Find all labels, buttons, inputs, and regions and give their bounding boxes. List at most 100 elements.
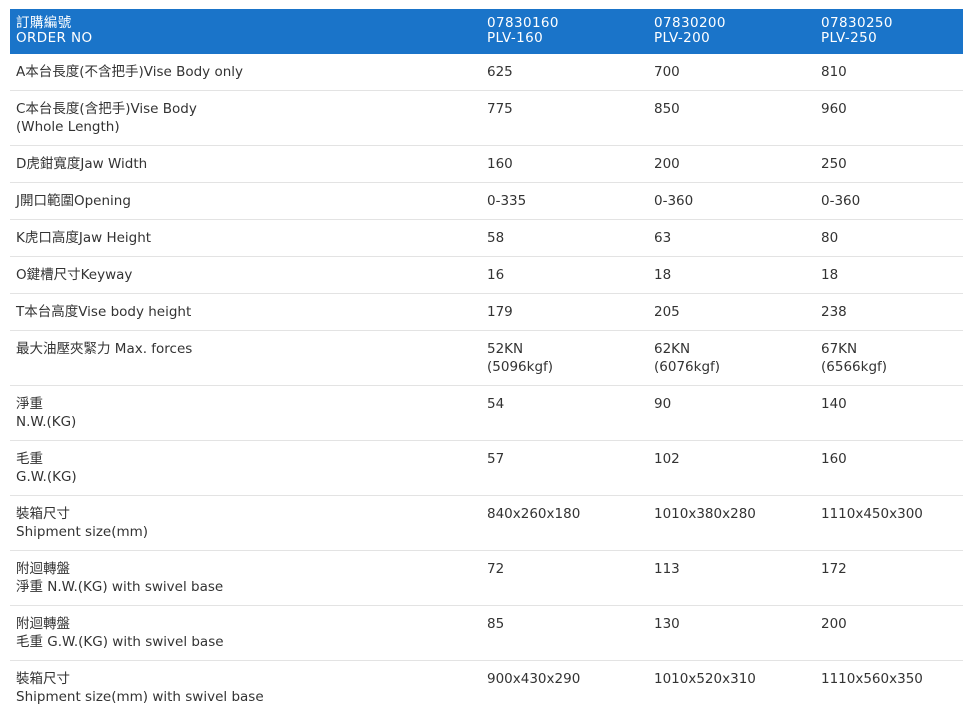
- model-header-plv-200: 07830200 PLV-200: [648, 9, 815, 54]
- spec-value-cell: 700: [648, 54, 815, 91]
- spec-value-cell: 179: [481, 294, 648, 331]
- spec-value: 90: [654, 395, 809, 413]
- spec-value: 700: [654, 63, 809, 81]
- table-row: K虎口高度Jaw Height 58 63 80: [10, 220, 963, 257]
- spec-value: 58: [487, 229, 642, 247]
- spec-label-cell: 最大油壓夾緊力 Max. forces: [10, 331, 481, 386]
- spec-label-cell: 附迴轉盤毛重 G.W.(KG) with swivel base: [10, 606, 481, 661]
- spec-label: 裝箱尺寸: [16, 505, 475, 523]
- spec-value: (6566kgf): [821, 358, 957, 376]
- order-no-label-zh: 訂購編號: [16, 16, 475, 31]
- spec-label: 毛重 G.W.(KG) with swivel base: [16, 633, 475, 651]
- model-name: PLV-160: [487, 31, 642, 46]
- spec-value: 840x260x180: [487, 505, 642, 523]
- table-row: 最大油壓夾緊力 Max. forces 52KN(5096kgf) 62KN(607…: [10, 331, 963, 386]
- table-row: D虎鉗寬度Jaw Width 160 200 250: [10, 146, 963, 183]
- spec-value-cell: 130: [648, 606, 815, 661]
- spec-value: 850: [654, 100, 809, 118]
- spec-value: 63: [654, 229, 809, 247]
- model-header-plv-160: 07830160 PLV-160: [481, 9, 648, 54]
- spec-value-cell: 1010x380x280: [648, 496, 815, 551]
- spec-label-cell: K虎口高度Jaw Height: [10, 220, 481, 257]
- spec-value: 238: [821, 303, 957, 321]
- spec-label-cell: A本台長度(不含把手)Vise Body only: [10, 54, 481, 91]
- spec-value: 179: [487, 303, 642, 321]
- spec-value-cell: 52KN(5096kgf): [481, 331, 648, 386]
- spec-value: 900x430x290: [487, 670, 642, 688]
- spec-label: Shipment size(mm) with swivel base: [16, 688, 475, 706]
- spec-value-cell: 840x260x180: [481, 496, 648, 551]
- spec-value: 85: [487, 615, 642, 633]
- spec-value: 625: [487, 63, 642, 81]
- spec-label: 毛重: [16, 450, 475, 468]
- spec-value: 200: [654, 155, 809, 173]
- spec-value-cell: 0-360: [815, 183, 963, 220]
- spec-value: 1010x520x310: [654, 670, 809, 688]
- spec-value: 102: [654, 450, 809, 468]
- spec-value-cell: 160: [481, 146, 648, 183]
- spec-value: 18: [654, 266, 809, 284]
- spec-label: N.W.(KG): [16, 413, 475, 431]
- spec-value: (5096kgf): [487, 358, 642, 376]
- model-code: 07830250: [821, 16, 957, 31]
- spec-value-cell: 205: [648, 294, 815, 331]
- spec-value-cell: 54: [481, 386, 648, 441]
- model-header-plv-250: 07830250 PLV-250: [815, 9, 963, 54]
- spec-label: K虎口高度Jaw Height: [16, 229, 475, 247]
- spec-value: 62KN: [654, 340, 809, 358]
- spec-label-cell: D虎鉗寬度Jaw Width: [10, 146, 481, 183]
- spec-value-cell: 85: [481, 606, 648, 661]
- spec-label: O鍵槽尺寸Keyway: [16, 266, 475, 284]
- spec-table-body: A本台長度(不含把手)Vise Body only 625 700 810 C本台長度(…: [10, 54, 963, 715]
- spec-value-cell: 775: [481, 91, 648, 146]
- spec-value: 250: [821, 155, 957, 173]
- spec-label: 淨重: [16, 395, 475, 413]
- spec-value: 775: [487, 100, 642, 118]
- spec-label: G.W.(KG): [16, 468, 475, 486]
- spec-label: C本台長度(含把手)Vise Body: [16, 100, 475, 118]
- spec-value-cell: 0-335: [481, 183, 648, 220]
- spec-value: 810: [821, 63, 957, 81]
- table-row: A本台長度(不含把手)Vise Body only 625 700 810: [10, 54, 963, 91]
- spec-value-cell: 90: [648, 386, 815, 441]
- spec-value: 160: [487, 155, 642, 173]
- spec-label-cell: J開口範圍Opening: [10, 183, 481, 220]
- spec-value: 16: [487, 266, 642, 284]
- spec-value: 140: [821, 395, 957, 413]
- spec-value-cell: 102: [648, 441, 815, 496]
- spec-value-cell: 200: [648, 146, 815, 183]
- spec-value-cell: 238: [815, 294, 963, 331]
- order-no-header: 訂購編號 ORDER NO: [10, 9, 481, 54]
- spec-label-cell: C本台長度(含把手)Vise Body(Whole Length): [10, 91, 481, 146]
- order-no-label-en: ORDER NO: [16, 31, 475, 46]
- model-name: PLV-200: [654, 31, 809, 46]
- spec-label: (Whole Length): [16, 118, 475, 136]
- spec-value: 205: [654, 303, 809, 321]
- spec-value-cell: 80: [815, 220, 963, 257]
- spec-value: 57: [487, 450, 642, 468]
- spec-value-cell: 72: [481, 551, 648, 606]
- spec-label: 附迴轉盤: [16, 560, 475, 578]
- spec-value-cell: 625: [481, 54, 648, 91]
- spec-value-cell: 16: [481, 257, 648, 294]
- spec-value: 0-360: [654, 192, 809, 210]
- spec-label: 附迴轉盤: [16, 615, 475, 633]
- spec-value-cell: 1110x450x300: [815, 496, 963, 551]
- model-name: PLV-250: [821, 31, 957, 46]
- spec-value: 172: [821, 560, 957, 578]
- spec-value: (6076kgf): [654, 358, 809, 376]
- spec-value: 80: [821, 229, 957, 247]
- spec-value-cell: 58: [481, 220, 648, 257]
- spec-table: 訂購編號 ORDER NO 07830160 PLV-160 07830200 …: [10, 9, 963, 715]
- spec-label: T本台高度Vise body height: [16, 303, 475, 321]
- spec-value-cell: 250: [815, 146, 963, 183]
- spec-label: 最大油壓夾緊力 Max. forces: [16, 340, 475, 358]
- header-row: 訂購編號 ORDER NO 07830160 PLV-160 07830200 …: [10, 9, 963, 54]
